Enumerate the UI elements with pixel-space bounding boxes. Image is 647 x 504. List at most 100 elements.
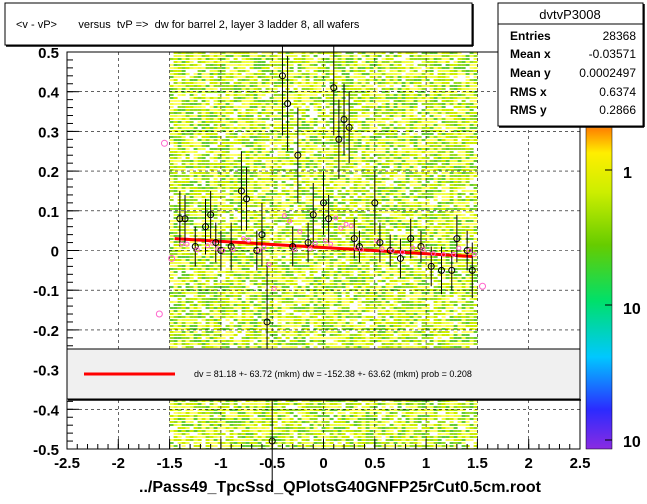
heatmap-cell bbox=[169, 121, 174, 123]
heatmap-cell bbox=[357, 145, 362, 147]
heatmap-cell bbox=[349, 109, 354, 111]
heatmap-cell bbox=[273, 211, 278, 213]
heatmap-cell bbox=[317, 115, 322, 117]
heatmap-cell bbox=[273, 115, 278, 117]
heatmap-cell bbox=[237, 271, 242, 273]
heatmap-cell bbox=[449, 238, 454, 240]
heatmap-cell bbox=[205, 178, 210, 180]
heatmap-cell bbox=[233, 175, 238, 177]
heatmap-cell bbox=[429, 223, 434, 225]
heatmap-cell bbox=[369, 148, 374, 150]
heatmap-cell bbox=[265, 70, 270, 72]
heatmap-cell bbox=[389, 229, 394, 231]
heatmap-cell bbox=[257, 130, 262, 132]
heatmap-cell bbox=[445, 61, 450, 63]
heatmap-cell bbox=[269, 112, 274, 114]
heatmap-cell bbox=[345, 172, 350, 174]
heatmap-cell bbox=[297, 259, 302, 261]
heatmap-cell bbox=[329, 127, 334, 129]
heatmap-cell bbox=[169, 106, 174, 108]
heatmap-cell bbox=[381, 133, 386, 135]
heatmap-cell bbox=[373, 187, 378, 189]
heatmap-cell bbox=[465, 220, 470, 222]
heatmap-cell bbox=[333, 271, 338, 273]
heatmap-cell bbox=[445, 97, 450, 99]
heatmap-cell bbox=[329, 244, 334, 246]
heatmap-cell bbox=[361, 184, 366, 186]
heatmap-cell bbox=[309, 103, 314, 105]
heatmap-cell bbox=[309, 259, 314, 261]
heatmap-cell bbox=[393, 82, 398, 84]
heatmap-cell bbox=[293, 178, 298, 180]
heatmap-cell bbox=[177, 55, 182, 57]
heatmap-cell bbox=[285, 193, 290, 195]
heatmap-cell bbox=[461, 55, 466, 57]
heatmap-cell bbox=[449, 232, 454, 234]
heatmap-cell bbox=[349, 154, 354, 156]
heatmap-cell bbox=[429, 136, 434, 138]
heatmap-cell bbox=[273, 247, 278, 249]
heatmap-cell bbox=[441, 142, 446, 144]
heatmap-cell bbox=[221, 142, 226, 144]
heatmap-cell bbox=[265, 133, 270, 135]
heatmap-cell bbox=[469, 214, 474, 216]
heatmap-cell bbox=[425, 193, 430, 195]
heatmap-cell bbox=[333, 265, 338, 267]
heatmap-cell bbox=[233, 139, 238, 141]
heatmap-cell bbox=[385, 73, 390, 75]
heatmap-cell bbox=[349, 166, 354, 168]
heatmap-cell bbox=[409, 223, 414, 225]
heatmap-cell bbox=[337, 112, 342, 114]
heatmap-cell bbox=[453, 82, 458, 84]
heatmap-cell bbox=[449, 79, 454, 81]
heatmap-cell bbox=[389, 199, 394, 201]
heatmap-cell bbox=[421, 262, 426, 264]
heatmap-cell bbox=[429, 226, 434, 228]
heatmap-cell bbox=[217, 187, 222, 189]
heatmap-cell bbox=[429, 70, 434, 72]
heatmap-cell bbox=[281, 265, 286, 267]
heatmap-cell bbox=[385, 154, 390, 156]
heatmap-cell bbox=[233, 91, 238, 93]
heatmap-cell bbox=[417, 76, 422, 78]
heatmap-cell bbox=[393, 166, 398, 168]
heatmap-cell bbox=[201, 133, 206, 135]
heatmap-cell bbox=[441, 118, 446, 120]
heatmap-cell bbox=[441, 166, 446, 168]
heatmap-cell bbox=[389, 226, 394, 228]
heatmap-cell bbox=[293, 193, 298, 195]
heatmap-cell bbox=[221, 166, 226, 168]
heatmap-cell bbox=[289, 139, 294, 141]
heatmap-cell bbox=[169, 259, 174, 261]
heatmap-cell bbox=[457, 208, 462, 210]
heatmap-cell bbox=[225, 79, 230, 81]
heatmap-cell bbox=[273, 268, 278, 270]
heatmap-cell bbox=[381, 244, 386, 246]
heatmap-cell bbox=[233, 100, 238, 102]
heatmap-cell bbox=[265, 238, 270, 240]
heatmap-cell bbox=[281, 115, 286, 117]
heatmap-cell bbox=[337, 160, 342, 162]
heatmap-cell bbox=[217, 145, 222, 147]
heatmap-cell bbox=[437, 61, 442, 63]
heatmap-cell bbox=[361, 94, 366, 96]
heatmap-cell bbox=[177, 169, 182, 171]
heatmap-cell bbox=[317, 160, 322, 162]
heatmap-cell bbox=[253, 163, 258, 165]
heatmap-cell bbox=[381, 124, 386, 126]
heatmap-cell bbox=[401, 148, 406, 150]
heatmap-cell bbox=[405, 64, 410, 66]
heatmap-cell bbox=[289, 169, 294, 171]
heatmap-cell bbox=[445, 223, 450, 225]
heatmap-cell bbox=[309, 145, 314, 147]
heatmap-cell bbox=[449, 67, 454, 69]
heatmap-cell bbox=[281, 61, 286, 63]
heatmap-cell bbox=[253, 202, 258, 204]
heatmap-cell bbox=[173, 55, 178, 57]
heatmap-cell bbox=[169, 136, 174, 138]
heatmap-cell bbox=[397, 235, 402, 237]
heatmap-cell bbox=[273, 235, 278, 237]
heatmap-cell bbox=[345, 118, 350, 120]
heatmap-cell bbox=[353, 148, 358, 150]
heatmap-cell bbox=[465, 55, 470, 57]
